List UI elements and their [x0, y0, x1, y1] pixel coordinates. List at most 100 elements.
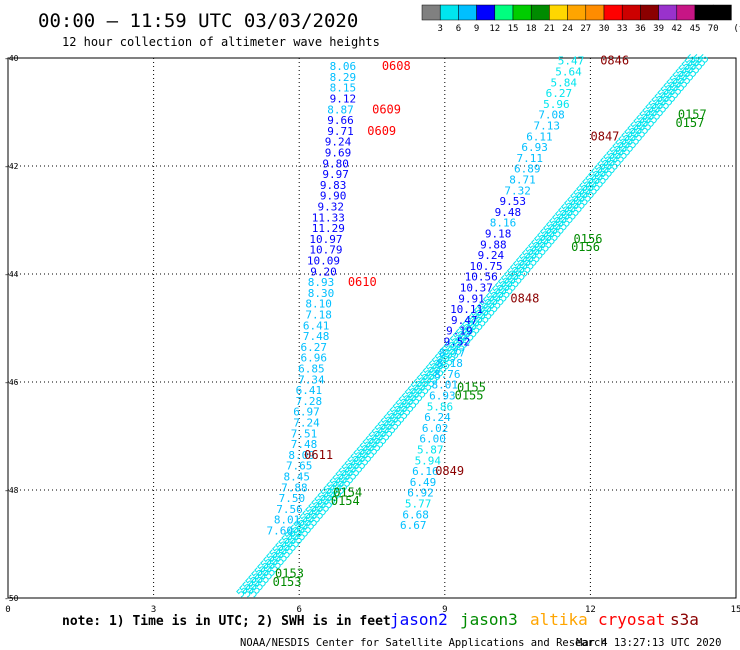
color-scale-swatch	[640, 4, 659, 21]
swh-value-label: 6.41	[296, 384, 323, 397]
swh-value-label: 9.24	[478, 249, 505, 262]
swh-value-label: 5.77	[405, 498, 432, 511]
swh-value-label: 9.90	[320, 190, 347, 203]
y-tick-label: -48	[4, 486, 19, 495]
color-scale-swatch	[585, 4, 605, 21]
color-scale-swatch	[676, 4, 696, 21]
swh-value-label: 6.02	[422, 422, 449, 435]
color-scale-swatch	[603, 4, 623, 21]
swh-value-label: 8.77	[439, 346, 466, 359]
time-label: 0157	[678, 108, 707, 122]
swh-value-label: 7.13	[533, 120, 560, 133]
color-scale-label: 24	[562, 24, 573, 34]
swh-value-label: 6.16	[412, 465, 439, 478]
legend-s3a: s3a	[670, 610, 699, 629]
swh-value-label: 10.56	[465, 271, 498, 284]
color-scale-label: 18	[526, 24, 537, 34]
x-tick-label: 6	[296, 605, 301, 615]
color-scale-label: 27	[580, 24, 591, 34]
time-label: 0156	[571, 240, 600, 254]
swh-value-label: 10.75	[469, 260, 502, 273]
color-scale-label: 45	[690, 24, 701, 34]
swh-value-label: 9.19	[446, 325, 473, 338]
swh-value-label: 6.41	[303, 319, 330, 332]
swh-value-label: 7.11	[516, 152, 543, 165]
swh-value-label: 9.71	[327, 125, 354, 138]
color-scale-label: 42	[671, 24, 682, 34]
swh-value-label: 7.51	[291, 427, 318, 440]
swh-value-label: 7.08	[538, 109, 565, 122]
swh-value-label: 5.47	[558, 55, 585, 68]
swh-value-label: 10.11	[450, 303, 483, 316]
swh-value-label: 8.10	[305, 298, 332, 311]
color-scale-swatch	[658, 4, 678, 21]
time-label: 0157	[675, 116, 704, 130]
credit-text: NOAA/NESDIS Center for Satellite Applica…	[240, 637, 607, 649]
color-scale-swatch	[458, 4, 477, 21]
grid	[8, 58, 736, 598]
swh-value-label: 6.93	[521, 141, 548, 154]
swh-value-label: 10.09	[307, 255, 340, 268]
color-scale-label: 39	[653, 24, 664, 34]
swh-value-label: 5.94	[415, 454, 442, 467]
swh-value-label: 10.79	[309, 244, 342, 257]
color-scale-label: 12	[489, 24, 500, 34]
y-tick-label: -46	[4, 378, 19, 387]
time-label: 0610	[348, 275, 377, 289]
color-scale-swatch	[421, 4, 441, 21]
color-scale-label: 9	[474, 24, 479, 34]
swh-value-label: 6.00	[419, 433, 446, 446]
swh-value-label: 5.87	[417, 444, 444, 457]
color-scale-swatch	[494, 4, 514, 21]
swh-value-label: 6.89	[514, 163, 541, 176]
swh-value-label: 7.48	[291, 438, 318, 451]
swh-value-label: 7.18	[305, 309, 332, 322]
swh-value-label: 7.65	[286, 460, 313, 473]
time-label: 0154	[331, 494, 360, 508]
swh-value-label: 8.93	[308, 276, 335, 289]
timestamp-text: Mar 4 13:27:13 UTC 2020	[576, 637, 721, 649]
swh-value-label: 9.80	[322, 157, 349, 170]
time-label: 0609	[372, 102, 401, 116]
swh-value-label: 9.20	[310, 265, 337, 278]
swh-value-label: 7.28	[296, 395, 323, 408]
legend-altika: altika	[530, 610, 588, 629]
footer-note: note: 1) Time is in UTC; 2) SWH is in fe…	[62, 614, 391, 629]
swh-value-label: 6.49	[410, 476, 437, 489]
color-scale-label: 70	[708, 24, 719, 34]
time-label: 0608	[382, 59, 411, 73]
y-tick-label: -40	[4, 54, 19, 63]
dense-track: 5555555555555555555555555555555555555555…	[234, 52, 712, 600]
axis-ticks: 0 3 6 9 12 15 -40 -42 -44 -46 -48 -50	[4, 54, 740, 615]
swh-value-label: 9.24	[325, 136, 352, 149]
color-scale-label: 21	[544, 24, 555, 34]
swh-value-label: 11.33	[312, 211, 345, 224]
swh-value-label: 7.34	[298, 373, 325, 386]
time-label: 0846	[600, 54, 629, 68]
swh-value-label: 5.86	[427, 400, 454, 413]
color-scale-unit: (ft)	[733, 24, 740, 34]
color-scale-swatch	[476, 4, 496, 21]
color-scale-label: 30	[599, 24, 610, 34]
color-scale-swatch	[712, 4, 732, 21]
color-scale-swatch	[694, 4, 714, 21]
swh-value-label: 8.01	[274, 514, 301, 527]
color-scale-label: 3	[437, 24, 442, 34]
y-tick-label: -50	[4, 594, 19, 603]
time-label: 0153	[275, 567, 304, 581]
swh-value-label: 7.56	[276, 503, 303, 516]
swh-value-label: 8.01	[432, 379, 459, 392]
time-label: 0611	[304, 448, 333, 462]
swh-value-label: 9.88	[480, 238, 507, 251]
swh-value-label: 6.85	[298, 363, 325, 376]
color-scale-label: 33	[617, 24, 628, 34]
time-label: 0155	[455, 389, 484, 403]
color-scale-swatch	[621, 4, 641, 21]
swh-value-label: 8.30	[308, 287, 335, 300]
legend-jason2: jason2	[390, 610, 448, 629]
swh-value-label: 6.24	[424, 411, 451, 424]
x-tick-label: 15	[731, 605, 740, 615]
color-scale-swatch	[530, 4, 550, 21]
